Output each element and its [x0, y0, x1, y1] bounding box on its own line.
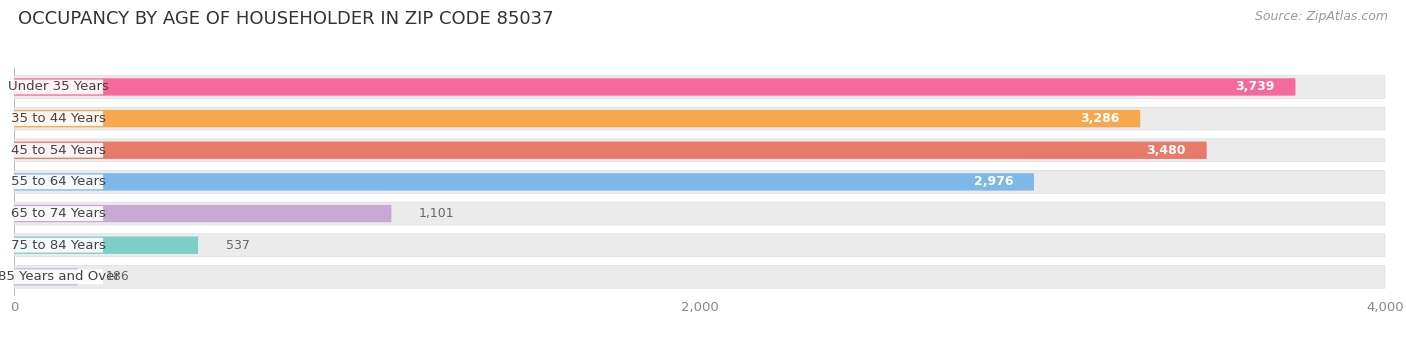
Text: 186: 186: [105, 270, 129, 283]
Text: 3,739: 3,739: [1236, 81, 1275, 94]
FancyBboxPatch shape: [14, 75, 1385, 98]
FancyBboxPatch shape: [14, 143, 103, 158]
Text: 75 to 84 Years: 75 to 84 Years: [11, 239, 105, 252]
Text: 3,480: 3,480: [1147, 144, 1187, 157]
Text: 1,101: 1,101: [419, 207, 454, 220]
FancyBboxPatch shape: [14, 110, 1140, 127]
Text: 2,976: 2,976: [974, 175, 1014, 188]
FancyBboxPatch shape: [14, 266, 1385, 288]
FancyBboxPatch shape: [14, 174, 103, 189]
FancyBboxPatch shape: [14, 206, 103, 221]
FancyBboxPatch shape: [14, 237, 198, 254]
FancyBboxPatch shape: [14, 173, 1033, 191]
Text: Under 35 Years: Under 35 Years: [8, 81, 110, 94]
Text: 537: 537: [225, 239, 249, 252]
FancyBboxPatch shape: [14, 202, 1385, 225]
FancyBboxPatch shape: [14, 78, 1295, 96]
FancyBboxPatch shape: [14, 269, 103, 284]
FancyBboxPatch shape: [14, 171, 1385, 193]
Text: 55 to 64 Years: 55 to 64 Years: [11, 175, 105, 188]
FancyBboxPatch shape: [14, 139, 1385, 162]
Text: 85 Years and Over: 85 Years and Over: [0, 270, 120, 283]
FancyBboxPatch shape: [14, 80, 103, 95]
Text: 3,286: 3,286: [1080, 112, 1119, 125]
FancyBboxPatch shape: [14, 111, 103, 126]
FancyBboxPatch shape: [14, 205, 391, 222]
FancyBboxPatch shape: [14, 238, 103, 253]
FancyBboxPatch shape: [14, 234, 1385, 257]
Text: OCCUPANCY BY AGE OF HOUSEHOLDER IN ZIP CODE 85037: OCCUPANCY BY AGE OF HOUSEHOLDER IN ZIP C…: [18, 10, 554, 28]
Text: 45 to 54 Years: 45 to 54 Years: [11, 144, 105, 157]
Text: 65 to 74 Years: 65 to 74 Years: [11, 207, 105, 220]
FancyBboxPatch shape: [14, 141, 1206, 159]
Text: 35 to 44 Years: 35 to 44 Years: [11, 112, 105, 125]
Text: Source: ZipAtlas.com: Source: ZipAtlas.com: [1254, 10, 1388, 23]
FancyBboxPatch shape: [14, 107, 1385, 130]
FancyBboxPatch shape: [14, 268, 77, 286]
